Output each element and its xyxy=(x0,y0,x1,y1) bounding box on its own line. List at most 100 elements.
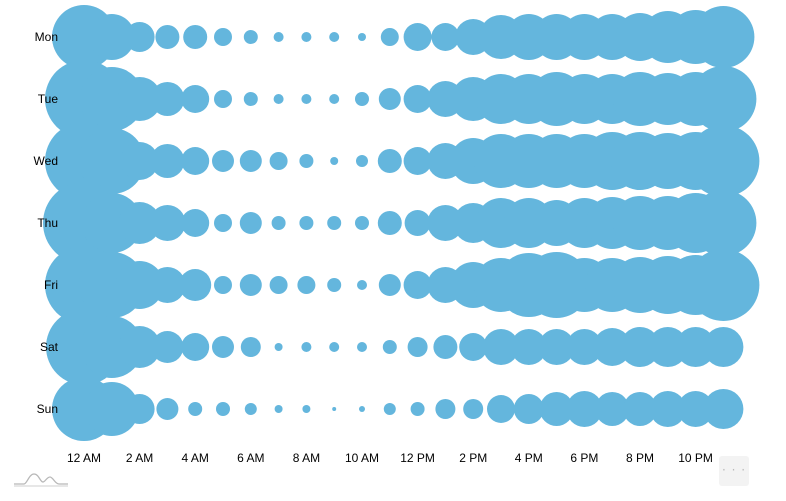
bubble-wed-2-am[interactable] xyxy=(120,142,159,180)
bubble-sun-3-am[interactable] xyxy=(156,398,179,420)
bubble-sat-7-am[interactable] xyxy=(274,343,283,351)
bubble-fri-5-am[interactable] xyxy=(214,276,232,294)
bubble-tue-2-am[interactable] xyxy=(117,77,162,121)
bubble-mon-6-am[interactable] xyxy=(243,30,258,44)
bubble-sat-8-am[interactable] xyxy=(301,342,312,352)
bubble-sat-1-pm[interactable] xyxy=(433,335,458,359)
bubble-sun-7-pm[interactable] xyxy=(595,392,630,426)
bubble-sat-5-pm[interactable] xyxy=(538,329,575,365)
bubble-mon-7-am[interactable] xyxy=(273,32,284,42)
bubble-sun-6-am[interactable] xyxy=(244,403,257,415)
bubble-fri-6-am[interactable] xyxy=(239,274,262,296)
bubble-tue-12-pm[interactable] xyxy=(403,85,432,113)
bubble-fri-9-am[interactable] xyxy=(327,278,342,292)
bubble-mon-9-am[interactable] xyxy=(329,32,340,42)
bubble-tue-3-am[interactable] xyxy=(150,82,185,116)
bubble-sun-8-pm[interactable] xyxy=(623,392,657,426)
bubble-wed-11-pm[interactable] xyxy=(687,125,760,197)
bubble-wed-1-am[interactable] xyxy=(78,128,145,194)
bubble-tue-5-am[interactable] xyxy=(214,90,232,108)
bubble-wed-5-am[interactable] xyxy=(212,150,234,172)
bubble-sat-5-am[interactable] xyxy=(212,336,234,358)
bubble-mon-2-am[interactable] xyxy=(124,22,155,52)
bubble-sat-11-pm[interactable] xyxy=(703,327,744,367)
more-options-button[interactable]: · · · xyxy=(719,456,749,486)
bubble-fri-4-am[interactable] xyxy=(179,269,212,301)
bubble-tue-10-am[interactable] xyxy=(355,92,369,106)
bubble-sun-6-pm[interactable] xyxy=(566,391,603,427)
bubble-sun-11-am[interactable] xyxy=(383,403,396,415)
bubble-wed-12-pm[interactable] xyxy=(403,147,432,175)
bubble-fri-3-am[interactable] xyxy=(149,267,186,303)
bubble-thu-10-am[interactable] xyxy=(355,216,369,230)
bubble-sun-5-pm[interactable] xyxy=(539,392,574,426)
bubble-tue-9-am[interactable] xyxy=(329,94,340,104)
bubble-sat-4-pm[interactable] xyxy=(510,329,547,365)
bubble-sun-1-pm[interactable] xyxy=(435,399,456,419)
bubble-sun-5-am[interactable] xyxy=(216,402,230,416)
bubble-sat-11-am[interactable] xyxy=(382,340,397,354)
bubble-sun-10-pm[interactable] xyxy=(677,391,714,427)
bubble-sat-7-pm[interactable] xyxy=(593,328,632,366)
bubble-wed-10-am[interactable] xyxy=(356,155,368,167)
bubble-sat-10-pm[interactable] xyxy=(675,327,716,367)
bubble-sat-9-pm[interactable] xyxy=(647,327,688,367)
bubble-thu-11-am[interactable] xyxy=(377,211,402,235)
bubble-sat-3-am[interactable] xyxy=(151,331,184,363)
bubble-thu-6-am[interactable] xyxy=(239,212,262,234)
bubble-sun-9-pm[interactable] xyxy=(649,391,686,427)
bubble-mon-1-am[interactable] xyxy=(88,14,135,60)
bubble-mon-10-am[interactable] xyxy=(358,33,366,41)
bubble-sun-8-am[interactable] xyxy=(302,405,311,413)
bubble-thu-3-am[interactable] xyxy=(149,205,186,241)
bubble-sat-4-am[interactable] xyxy=(181,333,210,361)
bubble-sun-2-pm[interactable] xyxy=(463,399,484,419)
bubble-sat-3-pm[interactable] xyxy=(483,329,519,365)
bubble-tue-4-am[interactable] xyxy=(181,85,210,113)
bubble-wed-4-am[interactable] xyxy=(181,147,210,175)
bubble-sun-10-am[interactable] xyxy=(359,406,365,412)
bubble-sun-4-am[interactable] xyxy=(188,402,203,416)
bubble-sun-9-am[interactable] xyxy=(332,407,337,411)
bubble-mon-11-pm[interactable] xyxy=(692,6,755,68)
bubble-thu-2-am[interactable] xyxy=(118,202,161,244)
bubble-sat-8-pm[interactable] xyxy=(620,327,660,367)
bubble-wed-11-am[interactable] xyxy=(377,149,402,173)
bubble-sun-7-am[interactable] xyxy=(274,405,283,413)
bubble-tue-6-am[interactable] xyxy=(243,92,258,106)
bubble-thu-1-pm[interactable] xyxy=(427,205,464,241)
bubble-tue-11-pm[interactable] xyxy=(690,66,757,132)
bubble-sat-12-pm[interactable] xyxy=(407,337,428,357)
bubble-wed-7-am[interactable] xyxy=(269,152,288,170)
bubble-mon-1-pm[interactable] xyxy=(431,23,460,51)
bubble-tue-11-am[interactable] xyxy=(378,88,401,110)
bubble-mon-4-am[interactable] xyxy=(183,25,208,49)
bubble-thu-12-pm[interactable] xyxy=(404,210,431,236)
bubble-tue-8-am[interactable] xyxy=(301,94,312,104)
bubble-sat-10-am[interactable] xyxy=(357,342,367,352)
bubble-thu-11-pm[interactable] xyxy=(690,190,757,256)
bubble-sun-3-pm[interactable] xyxy=(487,395,515,423)
bubble-fri-12-pm[interactable] xyxy=(403,271,432,299)
bubble-mon-5-am[interactable] xyxy=(214,28,232,46)
bubble-wed-3-am[interactable] xyxy=(150,144,185,178)
bubble-fri-8-am[interactable] xyxy=(297,276,316,294)
bubble-mon-11-am[interactable] xyxy=(380,28,399,46)
bubble-sun-12-pm[interactable] xyxy=(410,402,425,416)
bubble-sat-6-pm[interactable] xyxy=(566,329,603,365)
bubble-thu-9-am[interactable] xyxy=(327,216,342,230)
bubble-mon-12-pm[interactable] xyxy=(403,23,432,51)
bubble-sat-2-pm[interactable] xyxy=(459,333,488,361)
bubble-sun-4-pm[interactable] xyxy=(513,394,544,424)
bubble-sat-6-am[interactable] xyxy=(240,337,261,357)
bubble-thu-8-am[interactable] xyxy=(299,216,314,230)
bubble-fri-10-am[interactable] xyxy=(357,280,367,290)
bubble-sun-11-pm[interactable] xyxy=(703,389,744,429)
bubble-thu-5-am[interactable] xyxy=(214,214,232,232)
bubble-fri-11-pm[interactable] xyxy=(687,249,760,321)
bubble-fri-11-am[interactable] xyxy=(378,274,401,296)
bubble-thu-4-am[interactable] xyxy=(181,209,210,237)
bubble-sun-1-am[interactable] xyxy=(84,382,139,436)
bubble-sun-2-am[interactable] xyxy=(124,394,155,424)
bubble-wed-6-am[interactable] xyxy=(239,150,262,172)
